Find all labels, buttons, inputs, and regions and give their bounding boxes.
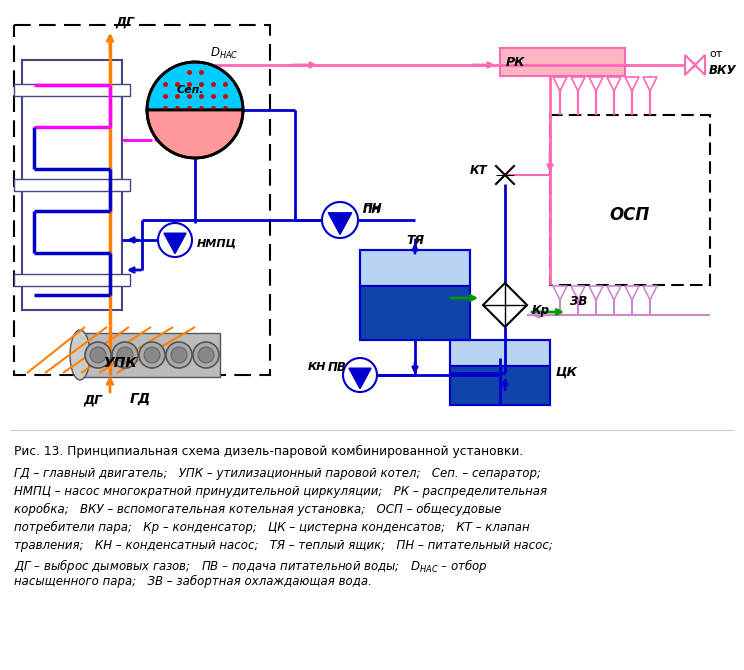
Bar [360, 250, 470, 340]
Polygon shape [571, 286, 585, 300]
Bar [360, 250, 470, 286]
Polygon shape [607, 77, 621, 91]
Circle shape [193, 342, 219, 368]
Circle shape [171, 347, 187, 363]
Text: коробка;   ВКУ – вспомогательная котельная установка;   ОСП – общесудовые: коробка; ВКУ – вспомогательная котельная… [14, 503, 501, 516]
Circle shape [343, 358, 377, 392]
Text: ДГ: ДГ [83, 393, 102, 407]
Text: травления;   КН – конденсатный насос;   ТЯ – теплый ящик;   ПН – питательный нас: травления; КН – конденсатный насос; ТЯ –… [14, 539, 553, 552]
Polygon shape [607, 286, 621, 300]
Text: ОСП: ОСП [610, 206, 650, 224]
Text: потребители пара;   Кр – конденсатор;   ЦК – цистерна конденсатов;   КТ – клапан: потребители пара; Кр – конденсатор; ЦК –… [14, 521, 530, 534]
Text: Рис. 13. Принципиальная схема дизель-паровой комбинированной установки.: Рис. 13. Принципиальная схема дизель-пар… [14, 445, 523, 458]
Bar [14, 84, 130, 96]
Circle shape [144, 347, 160, 363]
Text: ПН: ПН [363, 205, 382, 215]
Polygon shape [483, 283, 527, 327]
Bar [360, 286, 470, 340]
Bar [550, 115, 710, 285]
Text: ПВ: ПВ [328, 360, 347, 373]
Text: насыщенного пара;   ЗВ – забортная охлаждающая вода.: насыщенного пара; ЗВ – забортная охлажда… [14, 575, 372, 588]
Polygon shape [589, 77, 603, 91]
Circle shape [85, 342, 111, 368]
Bar [14, 25, 270, 375]
Bar [500, 48, 625, 76]
Text: ВКУ: ВКУ [709, 64, 737, 76]
Text: от: от [709, 49, 722, 59]
Polygon shape [164, 233, 186, 254]
Wedge shape [147, 62, 243, 110]
Text: ДГ – выброс дымовых газов;   ПВ – подача питательной воды;   $D_{НАС}$ – отбор: ДГ – выброс дымовых газов; ПВ – подача п… [14, 557, 488, 575]
Polygon shape [328, 213, 352, 234]
Wedge shape [147, 110, 243, 158]
Text: Кр: Кр [532, 304, 550, 316]
Text: $D_{НАС}$: $D_{НАС}$ [210, 46, 239, 60]
Text: РК: РК [506, 56, 525, 68]
Text: УПК: УПК [104, 356, 138, 370]
Text: ГД – главный двигатель;   УПК – утилизационный паровой котел;   Сеп. – сепаратор: ГД – главный двигатель; УПК – утилизацио… [14, 467, 541, 480]
Polygon shape [553, 77, 567, 91]
Polygon shape [625, 286, 639, 300]
Text: Сеп.: Сеп. [177, 85, 205, 95]
Bar [14, 274, 130, 286]
Bar [450, 340, 550, 366]
Circle shape [112, 342, 138, 368]
Polygon shape [625, 77, 639, 91]
Circle shape [117, 347, 133, 363]
Bar [22, 60, 122, 310]
Text: КТ: КТ [470, 163, 487, 176]
Circle shape [322, 202, 358, 238]
Circle shape [166, 342, 192, 368]
Text: ЗВ: ЗВ [570, 295, 587, 308]
Ellipse shape [70, 330, 90, 380]
Text: НМПЦ: НМПЦ [197, 239, 237, 249]
Polygon shape [685, 55, 705, 75]
Bar [78, 333, 220, 377]
Polygon shape [589, 286, 603, 300]
Text: ЦК: ЦК [556, 366, 578, 379]
Bar [14, 179, 130, 191]
Text: КН: КН [308, 362, 327, 372]
Text: ДГ: ДГ [115, 15, 134, 29]
Text: ГД: ГД [129, 392, 150, 406]
Polygon shape [643, 77, 657, 91]
Circle shape [139, 342, 165, 368]
Circle shape [198, 347, 214, 363]
Polygon shape [643, 286, 657, 300]
Polygon shape [571, 77, 585, 91]
Polygon shape [553, 286, 567, 300]
Text: ТЯ: ТЯ [406, 234, 424, 247]
Text: ПН: ПН [363, 202, 382, 214]
Polygon shape [349, 369, 371, 389]
Circle shape [158, 223, 192, 257]
Text: НМПЦ – насос многократной принудительной циркуляции;   РК – распределительная: НМПЦ – насос многократной принудительной… [14, 485, 547, 498]
Bar [450, 366, 550, 405]
Circle shape [90, 347, 106, 363]
Bar [450, 340, 550, 405]
